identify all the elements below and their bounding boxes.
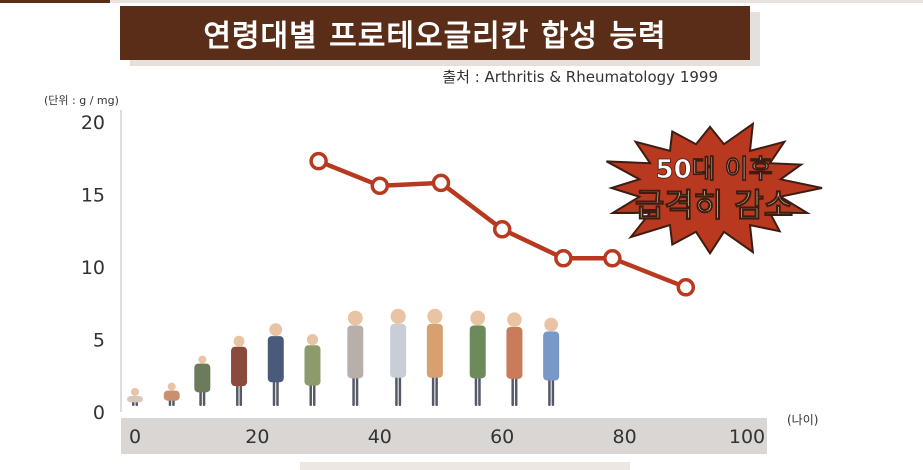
y-tick-label: 5 xyxy=(93,330,105,352)
person-figure-head xyxy=(470,310,486,326)
person-figure-body xyxy=(304,345,321,386)
badge-line1: 50대 이후 xyxy=(656,155,773,185)
x-tick-label: 100 xyxy=(729,426,765,448)
person-figure-leg xyxy=(272,380,276,406)
person-figure-head xyxy=(427,308,443,324)
data-point xyxy=(370,176,390,196)
person-figure-leg xyxy=(239,384,243,406)
person-figure-leg xyxy=(355,376,359,406)
person-figure-leg xyxy=(435,375,438,406)
data-point xyxy=(431,173,451,193)
x-tick-label: 0 xyxy=(129,426,141,448)
y-tick-label: 20 xyxy=(81,112,105,134)
person-figure-head xyxy=(269,323,283,337)
person-figure-leg xyxy=(199,390,202,406)
person-figure-head xyxy=(198,355,207,364)
top-accent-bar xyxy=(0,0,110,3)
badge-line2: 급격히 감소 xyxy=(635,186,793,224)
y-tick-label: 10 xyxy=(81,257,105,279)
person-figure-leg xyxy=(548,378,551,406)
x-tick-label: 20 xyxy=(245,426,269,448)
chart-title: 연령대별 프로테오글리칸 합성 능력 xyxy=(120,6,750,60)
person-figure-leg xyxy=(312,383,316,406)
person-figure-leg xyxy=(551,378,555,406)
starburst-badge xyxy=(606,121,823,256)
x-tick-label: 60 xyxy=(490,426,514,448)
x-tick-label: 40 xyxy=(368,426,392,448)
person-figure-leg xyxy=(395,375,398,406)
person-figure-body xyxy=(231,346,248,387)
data-point xyxy=(492,220,512,239)
data-point xyxy=(603,249,622,268)
person-figure-head xyxy=(233,335,245,347)
person-figure-leg xyxy=(511,376,514,406)
person-figure-head xyxy=(544,317,559,332)
person-figure-head xyxy=(390,308,406,324)
y-axis-unit-label: (단위 : g / mg) xyxy=(44,94,119,107)
person-figure-body xyxy=(163,390,180,401)
person-figure-body xyxy=(194,363,211,393)
x-axis-band xyxy=(121,418,767,454)
top-divider-line xyxy=(0,0,923,3)
person-figure-leg xyxy=(474,376,478,406)
person-figure-body xyxy=(469,325,486,379)
data-point xyxy=(676,278,696,297)
person-figure-head xyxy=(507,312,522,327)
person-figure-leg xyxy=(431,375,435,406)
bottom-strip xyxy=(300,462,630,470)
person-figure-body xyxy=(127,396,143,403)
person-figure-leg xyxy=(202,390,206,406)
person-figure-head xyxy=(347,310,363,326)
person-figure-body xyxy=(506,326,523,379)
x-axis-unit-label: (나이) xyxy=(787,413,818,427)
person-figure-leg xyxy=(352,376,355,406)
x-tick-label: 80 xyxy=(613,426,637,448)
person-figure-leg xyxy=(276,380,279,406)
person-figure-body xyxy=(390,323,407,378)
person-figure-body xyxy=(267,336,284,383)
person-figure-leg xyxy=(478,376,481,406)
person-figure-body xyxy=(543,331,560,381)
person-figure-head xyxy=(131,388,139,396)
source-citation: 출처 : Arthritis & Rheumatology 1999 xyxy=(442,68,718,86)
y-tick-label: 15 xyxy=(81,185,105,207)
person-figure-leg xyxy=(398,375,402,406)
person-figure-body xyxy=(426,323,443,378)
person-figure-head xyxy=(167,382,176,391)
y-tick-label: 0 xyxy=(93,402,105,424)
person-figure-leg xyxy=(514,376,518,406)
data-point xyxy=(554,249,573,268)
person-figure-head xyxy=(306,334,319,346)
person-figure-leg xyxy=(309,383,312,406)
person-figure-leg xyxy=(236,384,239,406)
data-point xyxy=(309,151,328,171)
person-figure-body xyxy=(347,325,364,379)
